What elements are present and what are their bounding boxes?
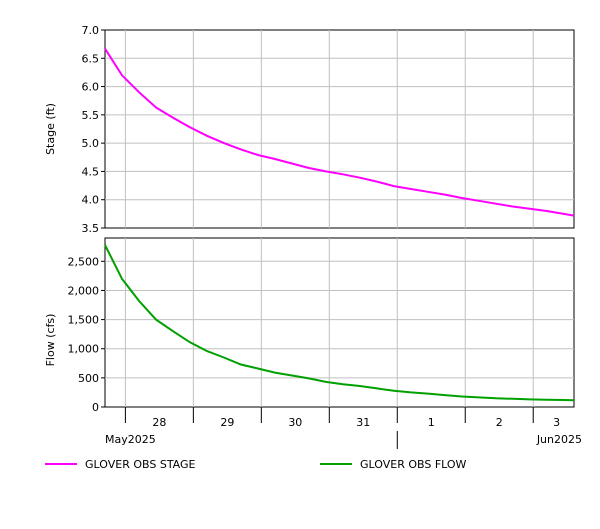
x-day-label: 31 (356, 416, 370, 429)
legend-item-stage: GLOVER OBS STAGE (45, 456, 195, 472)
x-day-label: 3 (553, 416, 560, 429)
legend-label-stage: GLOVER OBS STAGE (85, 457, 196, 471)
legend: GLOVER OBS STAGE GLOVER OBS FLOW (0, 456, 600, 472)
x-day-label: 28 (152, 416, 166, 429)
x-month-label-jun: Jun2025 (536, 433, 582, 446)
stage-series-line (104, 48, 575, 217)
stage-ytick-label: 4.5 (82, 165, 100, 178)
flow-ytick-label: 500 (78, 372, 99, 385)
x-month-label-may: May2025 (105, 433, 156, 446)
flow-gridlines (105, 238, 574, 407)
flow-ytick-label: 2,000 (68, 284, 100, 297)
x-axis: 28 29 30 31 1 2 3 May2025 Jun2025 (105, 407, 582, 449)
stage-ytick-label: 6.5 (82, 52, 100, 65)
x-day-label: 30 (288, 416, 302, 429)
stage-ytick-label: 7.0 (82, 24, 100, 37)
legend-swatch-stage (45, 463, 77, 465)
x-day-label: 1 (428, 416, 435, 429)
stage-gridlines (105, 30, 574, 228)
stage-ytick-label: 4.0 (82, 194, 100, 207)
stage-ytick-label: 6.0 (82, 81, 100, 94)
flow-series-line (104, 244, 575, 402)
flow-plot-frame (104, 237, 575, 408)
flow-y-axis: 0 500 1,000 1,500 2,000 2,500 (68, 255, 105, 414)
flow-y-axis-title: Flow (cfs) (44, 314, 57, 367)
x-day-label: 29 (220, 416, 234, 429)
x-day-label: 2 (496, 416, 503, 429)
stage-y-axis: 3.5 4.0 4.5 5.0 5.5 6.0 6.5 7.0 (82, 24, 105, 235)
flow-ytick-label: 0 (92, 401, 99, 414)
stage-y-axis-title: Stage (ft) (44, 103, 57, 155)
stage-ytick-label: 5.5 (82, 109, 100, 122)
flow-ytick-label: 1,500 (68, 314, 100, 327)
flow-panel: 0 500 1,000 1,500 2,000 2,500 Flow (cfs) (44, 237, 575, 414)
stage-panel: 3.5 4.0 4.5 5.0 5.5 6.0 6.5 7.0 Stage (ft) (44, 24, 575, 235)
flow-ytick-label: 2,500 (68, 255, 100, 268)
legend-swatch-flow (320, 463, 352, 465)
stage-ytick-label: 5.0 (82, 137, 100, 150)
stage-ytick-label: 3.5 (82, 222, 100, 235)
flow-series (104, 244, 575, 402)
stage-plot-frame (104, 29, 575, 229)
stage-series (104, 48, 575, 217)
flow-ytick-label: 1,000 (68, 343, 100, 356)
legend-item-flow: GLOVER OBS FLOW (320, 456, 466, 472)
legend-label-flow: GLOVER OBS FLOW (360, 457, 467, 471)
